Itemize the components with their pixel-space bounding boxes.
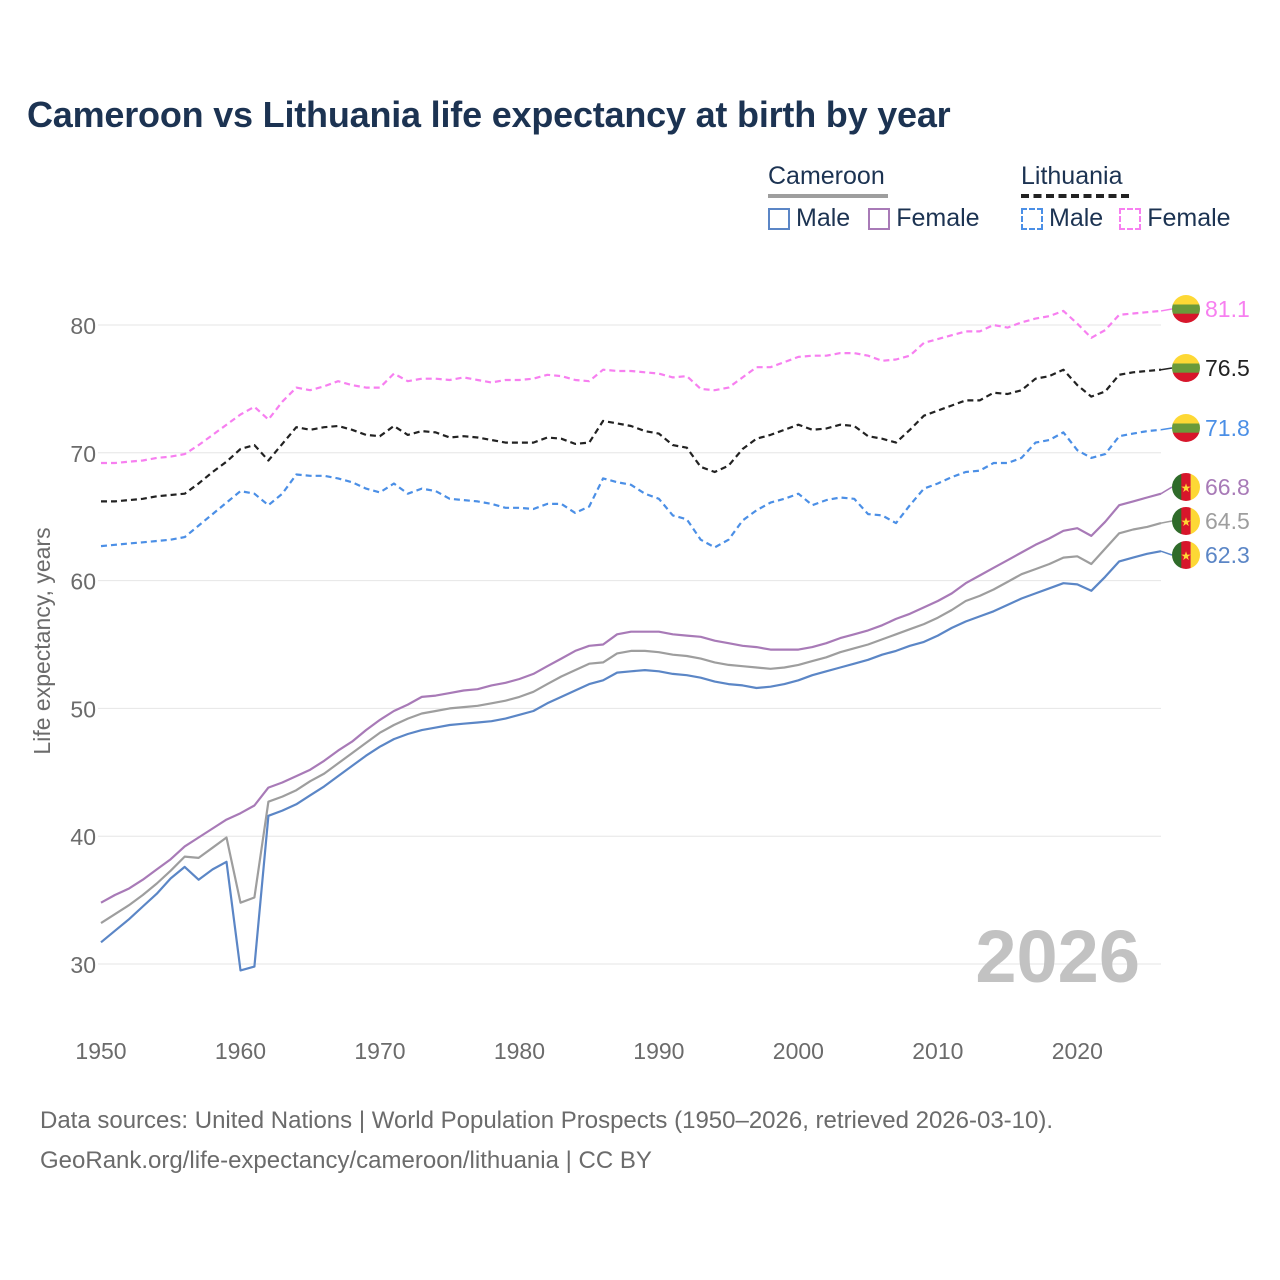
flag-stripe — [1172, 372, 1200, 382]
y-tick-label: 50 — [70, 696, 96, 722]
y-tick-label: 80 — [70, 313, 96, 339]
flag-cameroon-icon — [1172, 541, 1182, 569]
y-tick-label: 40 — [70, 824, 96, 850]
end-connector — [1160, 427, 1173, 431]
legend-group-label: Cameroon — [768, 162, 885, 190]
flag-lithuania-icon — [1172, 414, 1200, 424]
legend-swatch — [768, 207, 790, 230]
series-line-cameroon-male — [100, 550, 1162, 972]
year-label: 2026 — [975, 915, 1140, 998]
flag-star-icon: ★ — [1181, 515, 1192, 529]
flag-stripe — [1190, 473, 1200, 501]
legend-group-cameroon[interactable]: Cameroon — [768, 162, 888, 198]
end-connector — [1160, 308, 1173, 312]
legend-row-lithuania: Male Female — [1021, 204, 1231, 233]
x-tick-label: 1960 — [215, 1038, 266, 1064]
x-tick-label: 1970 — [354, 1038, 405, 1064]
end-value-label: 81.1 — [1205, 296, 1250, 322]
flag-stripe — [1172, 363, 1200, 373]
legend-swatch — [868, 207, 891, 230]
end-connector — [1160, 520, 1173, 524]
legend-group-lithuania[interactable]: Lithuania — [1021, 162, 1129, 198]
legend-item-cameroon-male[interactable]: Male — [768, 204, 850, 233]
legend-item-lithuania-male[interactable]: Male — [1021, 204, 1103, 233]
flag-stripe — [1181, 507, 1191, 535]
x-tick-label: 2000 — [773, 1038, 824, 1064]
end-value-label: 62.3 — [1205, 542, 1250, 568]
flag-stripe — [1172, 304, 1200, 314]
legend-item-cameroon-female[interactable]: Female — [868, 204, 980, 233]
flag-stripe — [1172, 313, 1200, 323]
x-tick-label: 1990 — [633, 1038, 684, 1064]
end-value-label: 66.8 — [1205, 474, 1250, 500]
end-connector — [1160, 367, 1173, 371]
series-line-cameroon-total — [100, 522, 1162, 925]
legend-item-label: Male — [796, 204, 851, 232]
footer-sources: Data sources: United Nations | World Pop… — [40, 1107, 1054, 1134]
flag-stripe — [1190, 541, 1200, 569]
end-value-label: 64.5 — [1205, 508, 1250, 534]
legend-swatch — [1119, 207, 1142, 230]
legend-item-lithuania-female[interactable]: Female — [1119, 204, 1231, 233]
flag-stripe — [1181, 473, 1191, 501]
y-tick-label: 60 — [70, 569, 96, 595]
y-tick-label: 30 — [70, 952, 96, 978]
flag-stripe — [1172, 423, 1200, 433]
y-axis-label: Life expectancy, years — [29, 527, 55, 754]
x-tick-label: 2020 — [1052, 1038, 1103, 1064]
footer-link[interactable]: GeoRank.org/life-expectancy/cameroon/lit… — [40, 1147, 652, 1174]
flag-lithuania-icon — [1172, 354, 1200, 364]
legend-row-cameroon: Male Female — [768, 204, 998, 233]
legend-swatch — [1021, 207, 1043, 230]
legend-item-label: Female — [896, 204, 980, 232]
legend-item-label: Female — [1147, 204, 1231, 232]
y-tick-label: 70 — [70, 441, 96, 467]
series-line-lithuania-female — [101, 309, 1162, 465]
flag-cameroon-icon — [1172, 507, 1182, 535]
x-tick-label: 1980 — [494, 1038, 545, 1064]
flag-stripe — [1181, 541, 1191, 569]
x-tick-label: 2010 — [912, 1038, 963, 1064]
legend-item-label: Male — [1049, 204, 1104, 232]
series-line-lithuania-male — [100, 428, 1162, 549]
legend-group-line — [768, 194, 888, 198]
end-connector — [1160, 486, 1173, 495]
end-value-label: 76.5 — [1205, 355, 1250, 381]
legend-group-line — [1021, 194, 1129, 198]
end-value-label: 71.8 — [1205, 415, 1250, 441]
flag-lithuania-icon — [1172, 295, 1200, 305]
flag-stripe — [1172, 432, 1200, 442]
flag-star-icon: ★ — [1181, 481, 1192, 495]
flag-stripe — [1190, 507, 1200, 535]
legend-group-label: Lithuania — [1021, 162, 1123, 190]
end-connector — [1160, 550, 1173, 556]
series-line-lithuania-total — [101, 368, 1162, 503]
series-line-cameroon-female — [100, 492, 1162, 904]
chart-title: Cameroon vs Lithuania life expectancy at… — [27, 94, 951, 135]
flag-cameroon-icon — [1172, 473, 1182, 501]
x-tick-label: 1950 — [75, 1038, 126, 1064]
flag-star-icon: ★ — [1181, 549, 1192, 563]
